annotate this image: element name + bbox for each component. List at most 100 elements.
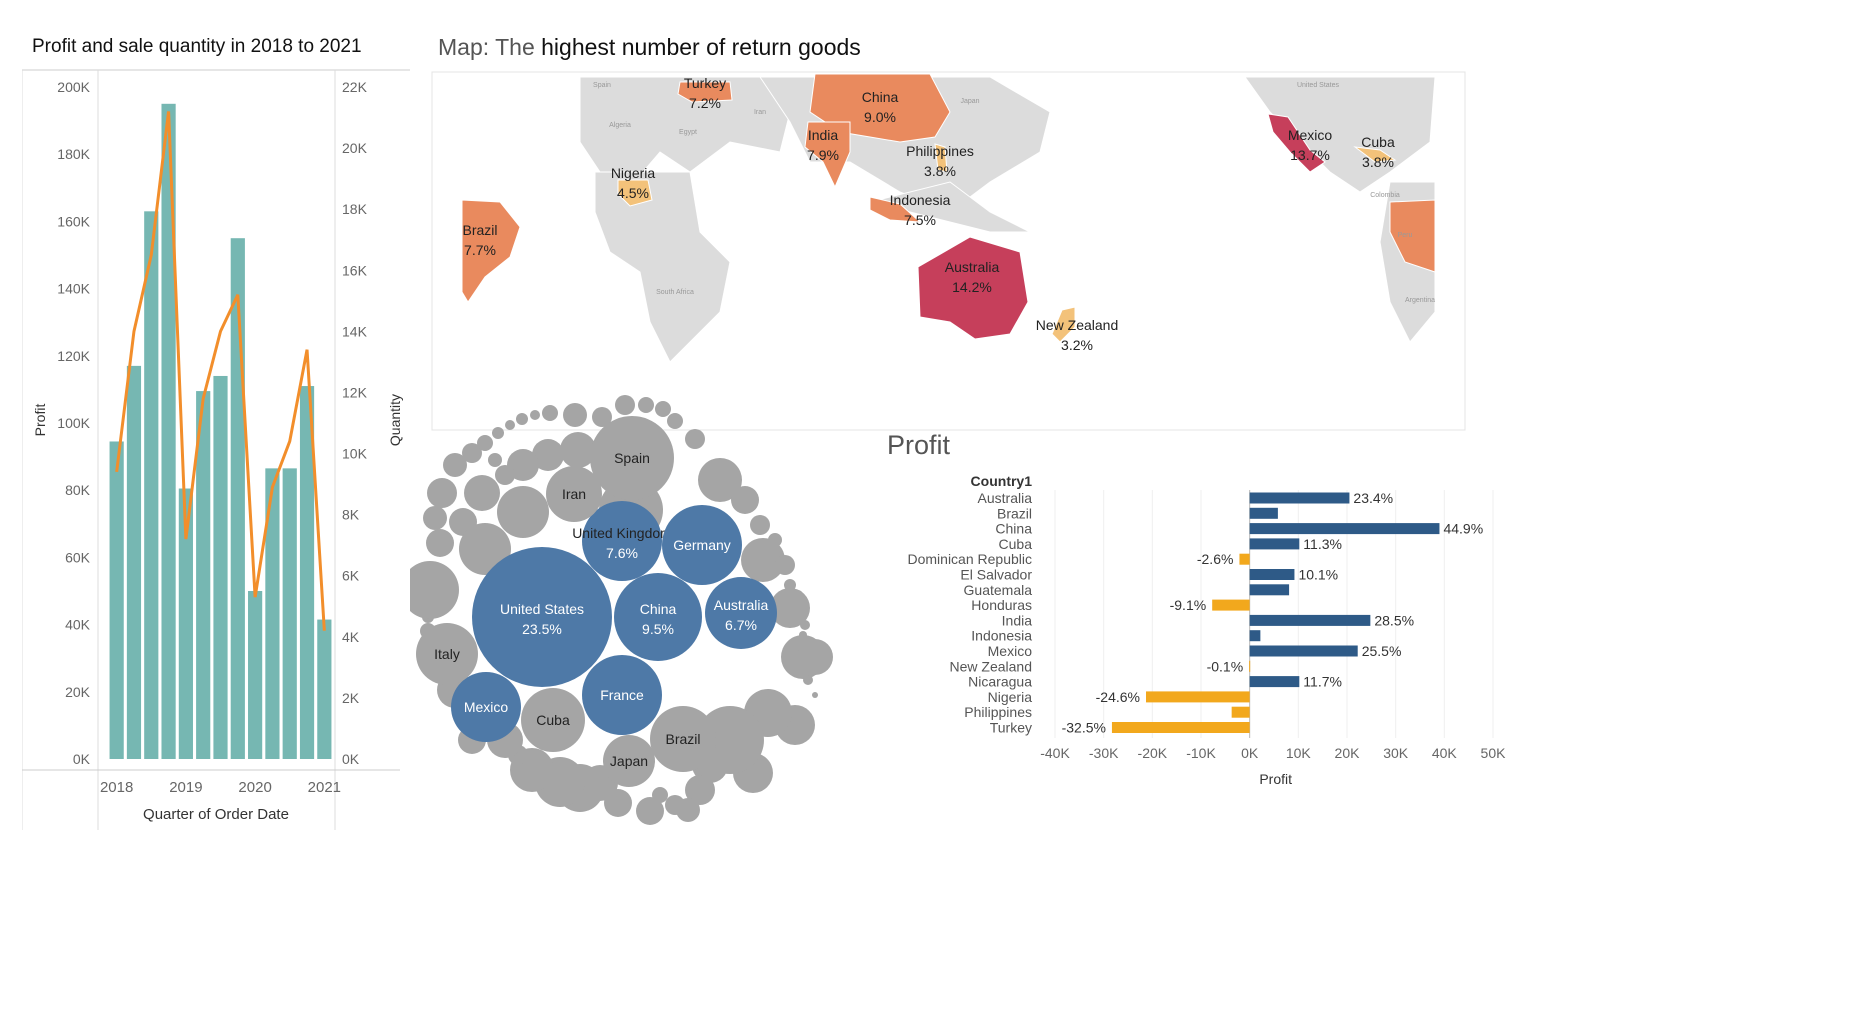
bubble-small [488,453,502,467]
profit-bar [1212,599,1250,611]
category-label: Nigeria [988,689,1033,705]
bubble [614,573,702,661]
country-shape [917,236,1029,340]
profit-bar [1249,507,1278,519]
bubble-label: Mexico [464,699,509,715]
bubble-small [423,506,447,530]
category-label: Dominican Republic [907,551,1032,567]
bubble-small [800,620,810,630]
x-tick-label: -10K [1186,745,1216,761]
bubble [416,623,478,685]
profit-bar [1249,645,1358,657]
category-label: Cuba [999,536,1033,552]
data-label: -0.1% [1207,658,1244,674]
bubble-small [560,432,596,468]
bubble-pct-label: 6.7% [725,617,757,633]
region-name-label: Cuba [1361,134,1395,150]
bubble [472,547,612,687]
bubble-small [685,429,705,449]
country-shape [617,179,653,207]
bubble-small [615,395,635,415]
land-shape [594,171,731,363]
country-shape [1353,146,1397,163]
data-label: -2.6% [1197,551,1234,567]
profit-title: Profit [887,430,951,460]
category-header: Country1 [971,473,1033,489]
bubble-panel: United States 23.5% China 9.5% United Kingdo… [410,395,835,830]
bubble-small [638,397,654,413]
y-axis-title: Profit [32,404,48,437]
y2-tick-label: 22K [342,79,368,95]
bubble-small [775,555,795,575]
region-pct-label: 3.2% [1061,337,1093,353]
profit-bar [213,375,228,759]
bubble-small [477,435,493,451]
country-shape [677,81,733,103]
profit-bar [161,103,176,760]
region-pct-label: 7.9% [807,147,839,163]
region-pct-label: 3.8% [1362,154,1394,170]
quantity-line [115,111,326,631]
bubble-small [592,407,612,427]
bubble-small [655,401,671,417]
y-tick-label: 100K [57,415,90,431]
bubble-label: Italy [434,646,460,662]
y-tick-label: 160K [57,213,90,229]
bubble-label: Brazil [665,731,700,747]
bubble-pct-label: 9.5% [642,621,674,637]
bubble-small [427,478,457,508]
bubble-label: Cuba [536,712,570,728]
profit-bar [282,468,297,759]
x-tick-label: -30K [1089,745,1119,761]
bubble-small [803,675,813,685]
region-name-label: Turkey [684,75,726,91]
bubble [582,501,662,581]
category-label: El Salvador [960,567,1032,583]
region-name-label: Nigeria [611,165,656,181]
region-pct-label: 14.2% [952,279,992,295]
profit-bar [265,468,280,759]
base-map-label: South Africa [656,289,694,296]
y-tick-label: 120K [57,348,90,364]
bubble-small [507,449,539,481]
profit-bar [178,488,193,759]
region-name-label: New Zealand [1036,317,1119,333]
bubble-small [731,486,759,514]
x-tick-label: 2021 [308,779,341,796]
category-label: Brazil [997,505,1032,521]
bubble-small [530,410,540,420]
bubble-small [667,413,683,429]
bubble-small [443,453,467,477]
x-tick-label: 10K [1286,745,1312,761]
region-pct-label: 13.7% [1290,147,1330,163]
country-shape [934,143,948,173]
base-map-label: Spain [593,82,611,89]
region-name-label: Mexico [1288,127,1333,143]
bubble-small [516,413,528,425]
profit-bar [1231,706,1250,718]
country-shape [1051,306,1076,343]
returns-map-panel: Map: The highest number of return goods … [430,22,1530,432]
bubble-small [542,405,558,421]
profit-bar [1249,676,1300,688]
profit-bar [1249,630,1261,642]
region-name-label: China [862,89,899,105]
bubble-small [495,465,515,485]
y2-tick-label: 16K [342,262,368,278]
returns-map[interactable]: Spain Algeria Egypt Iran Japan United States C… [430,22,1530,432]
y2-tick-label: 10K [342,446,368,462]
country-shape [869,196,922,223]
data-label: -9.1% [1170,597,1207,613]
bubble-small [464,475,500,511]
bubble-small [410,561,459,619]
bubble-label: United States [500,601,584,617]
country-shape [804,121,851,189]
region-pct-label: 3.8% [924,163,956,179]
region-name-label: Philippines [906,143,974,159]
region-name-label: India [808,127,839,143]
y2-axis-title: Quantity [387,394,403,446]
land-shape [869,181,1031,233]
profit-bar [1146,691,1250,703]
region-name-label: Indonesia [890,192,951,208]
profit-bar [1249,660,1251,672]
